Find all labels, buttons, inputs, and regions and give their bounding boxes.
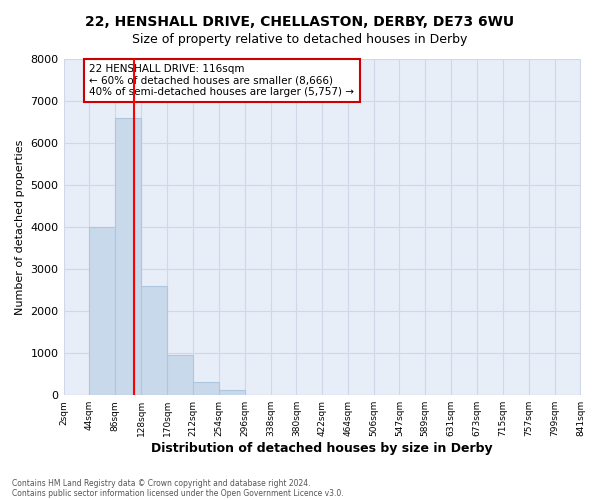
Bar [219, 390, 245, 395]
Bar [115, 118, 141, 395]
Text: 22, HENSHALL DRIVE, CHELLASTON, DERBY, DE73 6WU: 22, HENSHALL DRIVE, CHELLASTON, DERBY, D… [85, 15, 515, 29]
Text: 22 HENSHALL DRIVE: 116sqm
← 60% of detached houses are smaller (8,666)
40% of se: 22 HENSHALL DRIVE: 116sqm ← 60% of detac… [89, 64, 355, 97]
Bar [141, 286, 167, 395]
Y-axis label: Number of detached properties: Number of detached properties [15, 140, 25, 315]
Bar [193, 382, 219, 395]
Text: Size of property relative to detached houses in Derby: Size of property relative to detached ho… [133, 32, 467, 46]
Bar [167, 356, 193, 395]
Text: Contains public sector information licensed under the Open Government Licence v3: Contains public sector information licen… [12, 488, 344, 498]
Text: Contains HM Land Registry data © Crown copyright and database right 2024.: Contains HM Land Registry data © Crown c… [12, 478, 311, 488]
Bar [89, 227, 115, 395]
X-axis label: Distribution of detached houses by size in Derby: Distribution of detached houses by size … [151, 442, 493, 455]
